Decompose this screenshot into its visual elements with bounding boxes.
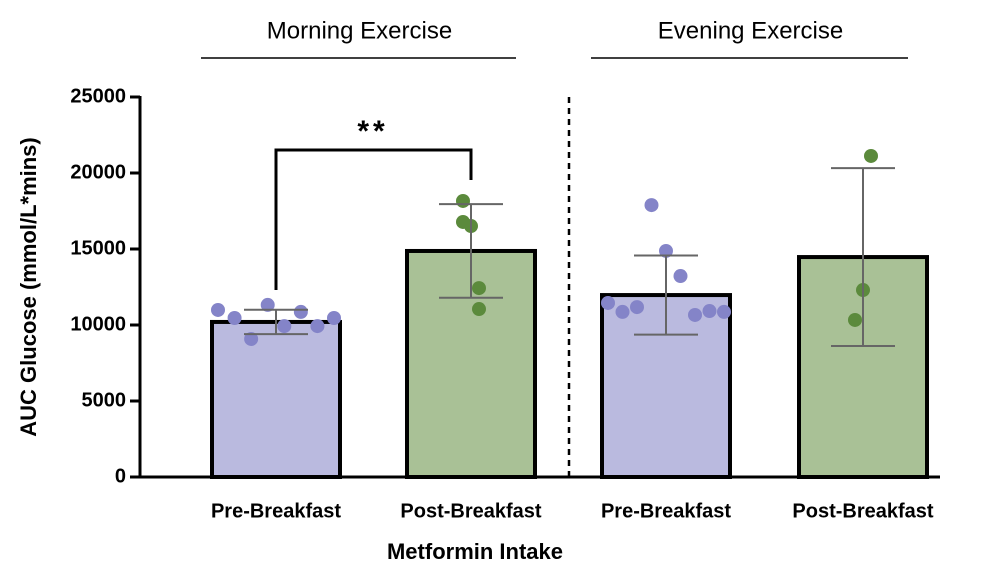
data-point (244, 331, 259, 346)
y-tick-label: 25000 (70, 85, 126, 107)
data-point (688, 307, 702, 322)
y-tick-label: 5000 (82, 389, 127, 411)
data-point (327, 311, 341, 326)
data-point (260, 297, 275, 312)
group-label: Evening Exercise (658, 17, 843, 44)
data-point (864, 148, 878, 163)
data-point (673, 269, 688, 284)
y-tick-label: 15000 (70, 237, 126, 259)
data-point (211, 302, 225, 317)
data-point (310, 319, 325, 334)
y-axis-label: AUC Glucose (mmol/L*mins) (16, 137, 41, 436)
y-tick-label: 20000 (70, 161, 126, 183)
bar (210, 319, 342, 479)
data-point (615, 304, 630, 319)
data-point (472, 281, 486, 296)
x-tick-label: Post-Breakfast (792, 500, 934, 522)
x-tick-label: Pre-Breakfast (601, 500, 731, 522)
error-bar (634, 254, 698, 336)
data-point (702, 304, 717, 319)
data-point (644, 198, 659, 213)
data-point (456, 193, 470, 208)
error-bar (831, 167, 895, 347)
data-point (848, 312, 862, 327)
error-bar (244, 308, 308, 336)
significance-label: ** (357, 115, 388, 148)
data-point (717, 304, 731, 319)
data-point (630, 300, 644, 315)
x-tick-label: Pre-Breakfast (211, 500, 341, 522)
bar (600, 293, 732, 479)
data-point (472, 302, 486, 317)
error-bar (439, 203, 503, 299)
x-axis-label: Metformin Intake (387, 539, 563, 564)
data-point (659, 243, 673, 258)
y-tick-label: 10000 (70, 313, 126, 335)
data-point (456, 214, 470, 229)
significance-bracket (274, 148, 473, 290)
group-label: Morning Exercise (267, 17, 452, 44)
data-point (293, 304, 308, 319)
x-tick-label: Post-Breakfast (400, 500, 542, 522)
data-point (227, 311, 242, 326)
y-tick-label: 0 (115, 465, 126, 487)
data-point (277, 319, 292, 334)
data-point (601, 295, 615, 310)
